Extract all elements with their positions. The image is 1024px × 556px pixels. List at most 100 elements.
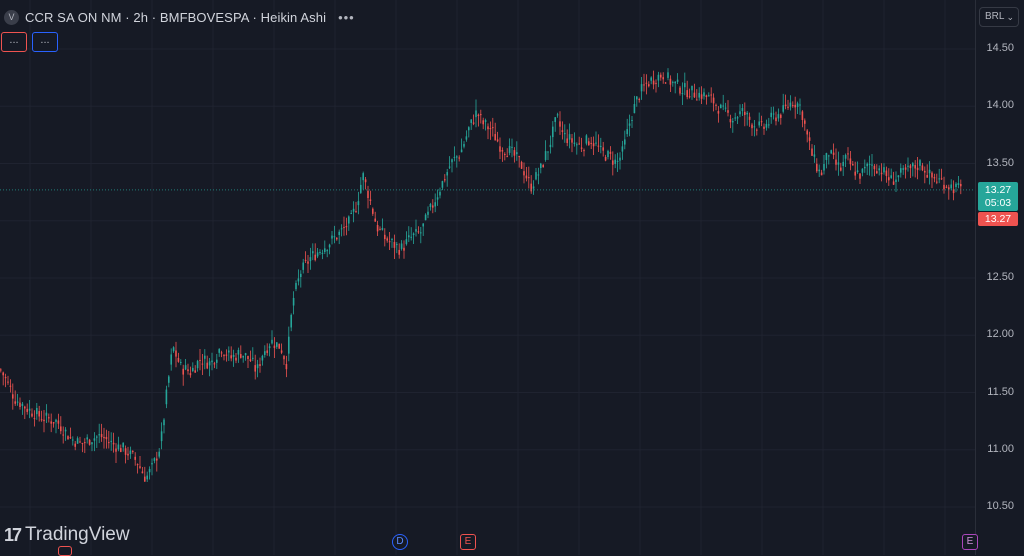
candle-body — [134, 456, 136, 460]
candle-body — [559, 121, 561, 127]
candle-body — [468, 127, 470, 131]
candle-body — [576, 144, 578, 146]
candle-body — [727, 110, 729, 113]
candle-body — [12, 394, 14, 399]
candle-body — [405, 239, 408, 245]
candle-body — [772, 113, 775, 115]
candle-body — [554, 117, 556, 123]
candle-body — [36, 408, 38, 415]
candle-body — [799, 104, 801, 106]
candle-body — [345, 226, 348, 228]
candle-body — [180, 361, 182, 363]
candle-body — [357, 201, 360, 206]
candle-body — [16, 401, 19, 403]
event-marker-earnings[interactable]: E — [460, 534, 476, 550]
candle-body — [393, 241, 396, 248]
candle-body — [69, 437, 72, 439]
candle-body — [669, 78, 672, 85]
candle-body — [21, 403, 24, 406]
legend-title[interactable]: CCR SA ON NM · 2h · BMFBOVESPA · Heikin … — [25, 9, 327, 25]
candle-body — [657, 74, 660, 81]
candle-body — [175, 350, 177, 357]
candle-body — [268, 346, 271, 349]
candle-body — [4, 377, 7, 379]
candle-body — [261, 355, 264, 361]
candle-body — [523, 171, 525, 176]
candle-body — [808, 137, 811, 141]
candle-body — [816, 163, 818, 172]
candle-body — [640, 84, 643, 92]
candle-body — [412, 233, 415, 236]
candle-body — [585, 135, 588, 144]
candle-body — [436, 197, 439, 200]
candle-body — [818, 169, 820, 172]
candle-body — [722, 105, 724, 107]
candle-body — [844, 154, 847, 159]
candle-body — [885, 170, 888, 176]
price-tick-label: 10.50 — [986, 500, 1014, 512]
indicator-pill-blue[interactable]: ... — [32, 32, 58, 52]
event-marker-earnings-upcoming[interactable]: E — [962, 534, 978, 550]
candle-body — [348, 216, 350, 224]
candle-body — [763, 126, 765, 129]
candle-body — [480, 114, 482, 116]
candle-body — [79, 441, 81, 443]
candle-body — [784, 104, 787, 107]
candle-body — [494, 134, 496, 141]
bar-countdown: 05:03 — [984, 197, 1012, 209]
candle-body — [672, 81, 674, 83]
candle-body — [518, 156, 520, 158]
candle-body — [360, 184, 362, 193]
candle-body — [705, 95, 708, 98]
price-tick-label: 12.50 — [986, 271, 1014, 283]
candle-body — [948, 187, 950, 190]
candle-body — [600, 145, 602, 147]
candle-body — [463, 144, 465, 147]
candle-body — [693, 92, 696, 98]
candle-body — [756, 129, 758, 131]
candle-body — [122, 442, 124, 448]
candle-body — [170, 354, 172, 365]
candle-body — [235, 357, 237, 361]
indicator-pill-red[interactable]: ... — [1, 32, 27, 52]
candle-body — [950, 184, 952, 189]
candle-body — [120, 448, 122, 452]
candle-body — [254, 365, 256, 372]
currency-selector[interactable]: BRL ⌄ — [979, 7, 1019, 27]
candle-body — [124, 448, 127, 455]
candle-body — [194, 370, 196, 373]
more-options-button[interactable]: ••• — [338, 9, 355, 25]
candle-body — [91, 442, 93, 445]
candle-body — [100, 434, 103, 438]
candle-body — [631, 119, 633, 121]
symbol-logo-icon[interactable]: V — [4, 9, 19, 25]
candle-body — [684, 83, 686, 88]
candle-body — [590, 142, 592, 144]
event-marker-dividend[interactable]: D — [392, 534, 408, 550]
price-scale[interactable]: 14.5014.0013.5013.0012.5012.0011.5011.00… — [975, 0, 1024, 555]
candle-body — [931, 172, 933, 178]
candle-body — [667, 72, 669, 78]
price-chart[interactable] — [0, 0, 975, 555]
candle-body — [129, 450, 132, 455]
candle-body — [758, 121, 760, 126]
candle-body — [871, 164, 873, 166]
candle-body — [151, 462, 153, 465]
candle-body — [112, 442, 115, 445]
candle-body — [352, 208, 355, 212]
candle-body — [525, 175, 528, 179]
candle-body — [40, 419, 43, 421]
chart-pane[interactable] — [0, 0, 975, 555]
candle-body — [537, 174, 540, 176]
candle-body — [729, 119, 732, 123]
candle-body — [280, 350, 283, 353]
candle-body — [780, 114, 782, 118]
candle-body — [945, 186, 948, 188]
candle-body — [566, 138, 568, 144]
candle-body — [453, 156, 456, 158]
candle-body — [880, 172, 883, 175]
candle-body — [492, 127, 494, 129]
tradingview-logo[interactable]: 17 TradingView — [4, 524, 130, 546]
candle-body — [504, 153, 506, 155]
candle-body — [324, 248, 326, 253]
